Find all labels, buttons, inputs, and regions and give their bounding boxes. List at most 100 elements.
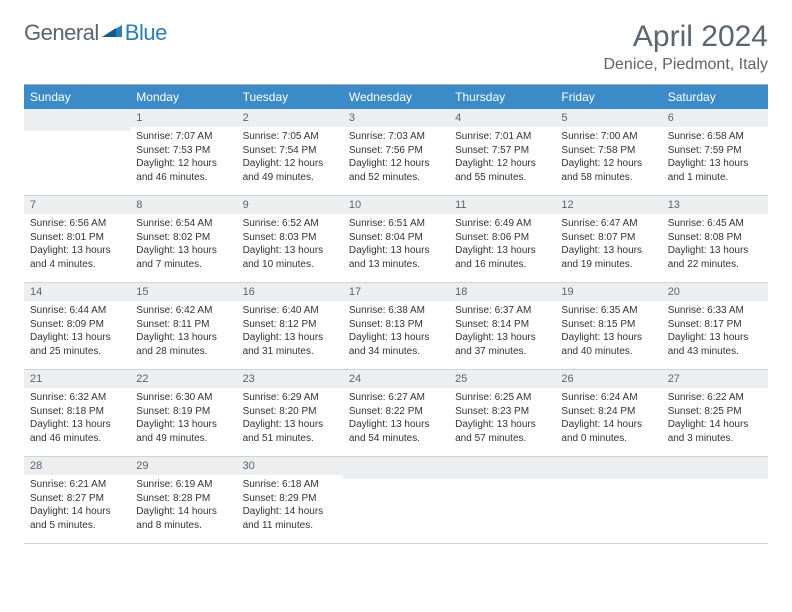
daylight-text: Daylight: 13 hours and 57 minutes. xyxy=(455,418,549,445)
logo-triangle-icon xyxy=(102,21,122,42)
daylight-text: Daylight: 13 hours and 54 minutes. xyxy=(349,418,443,445)
day-details: Sunrise: 6:52 AMSunset: 8:03 PMDaylight:… xyxy=(237,214,343,276)
day-number: 3 xyxy=(343,109,449,127)
day-number: 9 xyxy=(237,196,343,214)
calendar-cell: 7Sunrise: 6:56 AMSunset: 8:01 PMDaylight… xyxy=(24,196,130,283)
sunset-text: Sunset: 8:18 PM xyxy=(30,405,124,419)
sunrise-text: Sunrise: 6:37 AM xyxy=(455,304,549,318)
calendar-cell xyxy=(662,457,768,544)
day-details: Sunrise: 6:30 AMSunset: 8:19 PMDaylight:… xyxy=(130,388,236,450)
day-details: Sunrise: 7:07 AMSunset: 7:53 PMDaylight:… xyxy=(130,127,236,189)
daylight-text: Daylight: 13 hours and 43 minutes. xyxy=(668,331,762,358)
daylight-text: Daylight: 13 hours and 40 minutes. xyxy=(561,331,655,358)
day-number: 25 xyxy=(449,370,555,388)
brand-logo: General Blue xyxy=(24,20,167,46)
daylight-text: Daylight: 13 hours and 13 minutes. xyxy=(349,244,443,271)
title-block: April 2024 Denice, Piedmont, Italy xyxy=(603,20,768,74)
day-number: 8 xyxy=(130,196,236,214)
day-number: 24 xyxy=(343,370,449,388)
day-number: 20 xyxy=(662,283,768,301)
day-details: Sunrise: 6:47 AMSunset: 8:07 PMDaylight:… xyxy=(555,214,661,276)
day-number xyxy=(555,457,661,479)
calendar-cell: 25Sunrise: 6:25 AMSunset: 8:23 PMDayligh… xyxy=(449,370,555,457)
sunset-text: Sunset: 8:20 PM xyxy=(243,405,337,419)
calendar-cell: 28Sunrise: 6:21 AMSunset: 8:27 PMDayligh… xyxy=(24,457,130,544)
day-number: 27 xyxy=(662,370,768,388)
calendar-week-row: 28Sunrise: 6:21 AMSunset: 8:27 PMDayligh… xyxy=(24,457,768,544)
sunset-text: Sunset: 7:53 PM xyxy=(136,144,230,158)
sunrise-text: Sunrise: 6:27 AM xyxy=(349,391,443,405)
sunrise-text: Sunrise: 7:03 AM xyxy=(349,130,443,144)
sunset-text: Sunset: 7:59 PM xyxy=(668,144,762,158)
day-details: Sunrise: 6:38 AMSunset: 8:13 PMDaylight:… xyxy=(343,301,449,363)
calendar-cell: 16Sunrise: 6:40 AMSunset: 8:12 PMDayligh… xyxy=(237,283,343,370)
daylight-text: Daylight: 13 hours and 1 minute. xyxy=(668,157,762,184)
calendar-week-row: 1Sunrise: 7:07 AMSunset: 7:53 PMDaylight… xyxy=(24,109,768,196)
sunrise-text: Sunrise: 6:42 AM xyxy=(136,304,230,318)
daylight-text: Daylight: 13 hours and 46 minutes. xyxy=(30,418,124,445)
day-details: Sunrise: 6:18 AMSunset: 8:29 PMDaylight:… xyxy=(237,475,343,537)
daylight-text: Daylight: 13 hours and 51 minutes. xyxy=(243,418,337,445)
sunset-text: Sunset: 7:54 PM xyxy=(243,144,337,158)
sunset-text: Sunset: 8:01 PM xyxy=(30,231,124,245)
calendar-cell: 13Sunrise: 6:45 AMSunset: 8:08 PMDayligh… xyxy=(662,196,768,283)
sunset-text: Sunset: 8:14 PM xyxy=(455,318,549,332)
calendar-cell: 20Sunrise: 6:33 AMSunset: 8:17 PMDayligh… xyxy=(662,283,768,370)
sunset-text: Sunset: 8:09 PM xyxy=(30,318,124,332)
calendar-cell: 24Sunrise: 6:27 AMSunset: 8:22 PMDayligh… xyxy=(343,370,449,457)
calendar-cell: 6Sunrise: 6:58 AMSunset: 7:59 PMDaylight… xyxy=(662,109,768,196)
sunset-text: Sunset: 8:02 PM xyxy=(136,231,230,245)
sunrise-text: Sunrise: 6:47 AM xyxy=(561,217,655,231)
day-details: Sunrise: 6:56 AMSunset: 8:01 PMDaylight:… xyxy=(24,214,130,276)
calendar-cell: 3Sunrise: 7:03 AMSunset: 7:56 PMDaylight… xyxy=(343,109,449,196)
sunrise-text: Sunrise: 6:52 AM xyxy=(243,217,337,231)
day-number: 15 xyxy=(130,283,236,301)
sunrise-text: Sunrise: 6:25 AM xyxy=(455,391,549,405)
calendar-cell: 22Sunrise: 6:30 AMSunset: 8:19 PMDayligh… xyxy=(130,370,236,457)
calendar-week-row: 14Sunrise: 6:44 AMSunset: 8:09 PMDayligh… xyxy=(24,283,768,370)
location-label: Denice, Piedmont, Italy xyxy=(603,56,768,74)
calendar-cell: 29Sunrise: 6:19 AMSunset: 8:28 PMDayligh… xyxy=(130,457,236,544)
weekday-header: Friday xyxy=(555,85,661,110)
day-number: 4 xyxy=(449,109,555,127)
daylight-text: Daylight: 13 hours and 10 minutes. xyxy=(243,244,337,271)
day-number: 13 xyxy=(662,196,768,214)
daylight-text: Daylight: 12 hours and 52 minutes. xyxy=(349,157,443,184)
sunset-text: Sunset: 8:28 PM xyxy=(136,492,230,506)
sunrise-text: Sunrise: 6:29 AM xyxy=(243,391,337,405)
day-details: Sunrise: 7:01 AMSunset: 7:57 PMDaylight:… xyxy=(449,127,555,189)
calendar-body: 1Sunrise: 7:07 AMSunset: 7:53 PMDaylight… xyxy=(24,109,768,544)
daylight-text: Daylight: 12 hours and 55 minutes. xyxy=(455,157,549,184)
daylight-text: Daylight: 13 hours and 34 minutes. xyxy=(349,331,443,358)
sunset-text: Sunset: 8:08 PM xyxy=(668,231,762,245)
sunset-text: Sunset: 8:11 PM xyxy=(136,318,230,332)
month-title: April 2024 xyxy=(603,20,768,54)
day-details: Sunrise: 6:24 AMSunset: 8:24 PMDaylight:… xyxy=(555,388,661,450)
day-details: Sunrise: 6:25 AMSunset: 8:23 PMDaylight:… xyxy=(449,388,555,450)
day-number: 10 xyxy=(343,196,449,214)
daylight-text: Daylight: 14 hours and 3 minutes. xyxy=(668,418,762,445)
day-details: Sunrise: 6:37 AMSunset: 8:14 PMDaylight:… xyxy=(449,301,555,363)
weekday-header: Sunday xyxy=(24,85,130,110)
sunrise-text: Sunrise: 7:05 AM xyxy=(243,130,337,144)
daylight-text: Daylight: 13 hours and 7 minutes. xyxy=(136,244,230,271)
calendar-cell: 12Sunrise: 6:47 AMSunset: 8:07 PMDayligh… xyxy=(555,196,661,283)
day-details: Sunrise: 6:29 AMSunset: 8:20 PMDaylight:… xyxy=(237,388,343,450)
daylight-text: Daylight: 14 hours and 0 minutes. xyxy=(561,418,655,445)
calendar-cell xyxy=(24,109,130,196)
calendar-week-row: 7Sunrise: 6:56 AMSunset: 8:01 PMDaylight… xyxy=(24,196,768,283)
day-number: 6 xyxy=(662,109,768,127)
daylight-text: Daylight: 13 hours and 19 minutes. xyxy=(561,244,655,271)
daylight-text: Daylight: 13 hours and 37 minutes. xyxy=(455,331,549,358)
sunrise-text: Sunrise: 6:18 AM xyxy=(243,478,337,492)
brand-part2: Blue xyxy=(125,20,167,46)
sunrise-text: Sunrise: 6:33 AM xyxy=(668,304,762,318)
sunset-text: Sunset: 8:25 PM xyxy=(668,405,762,419)
weekday-header-row: SundayMondayTuesdayWednesdayThursdayFrid… xyxy=(24,85,768,110)
weekday-header: Thursday xyxy=(449,85,555,110)
calendar-cell: 23Sunrise: 6:29 AMSunset: 8:20 PMDayligh… xyxy=(237,370,343,457)
calendar-cell: 9Sunrise: 6:52 AMSunset: 8:03 PMDaylight… xyxy=(237,196,343,283)
weekday-header: Wednesday xyxy=(343,85,449,110)
day-details: Sunrise: 6:51 AMSunset: 8:04 PMDaylight:… xyxy=(343,214,449,276)
calendar-table: SundayMondayTuesdayWednesdayThursdayFrid… xyxy=(24,84,768,544)
